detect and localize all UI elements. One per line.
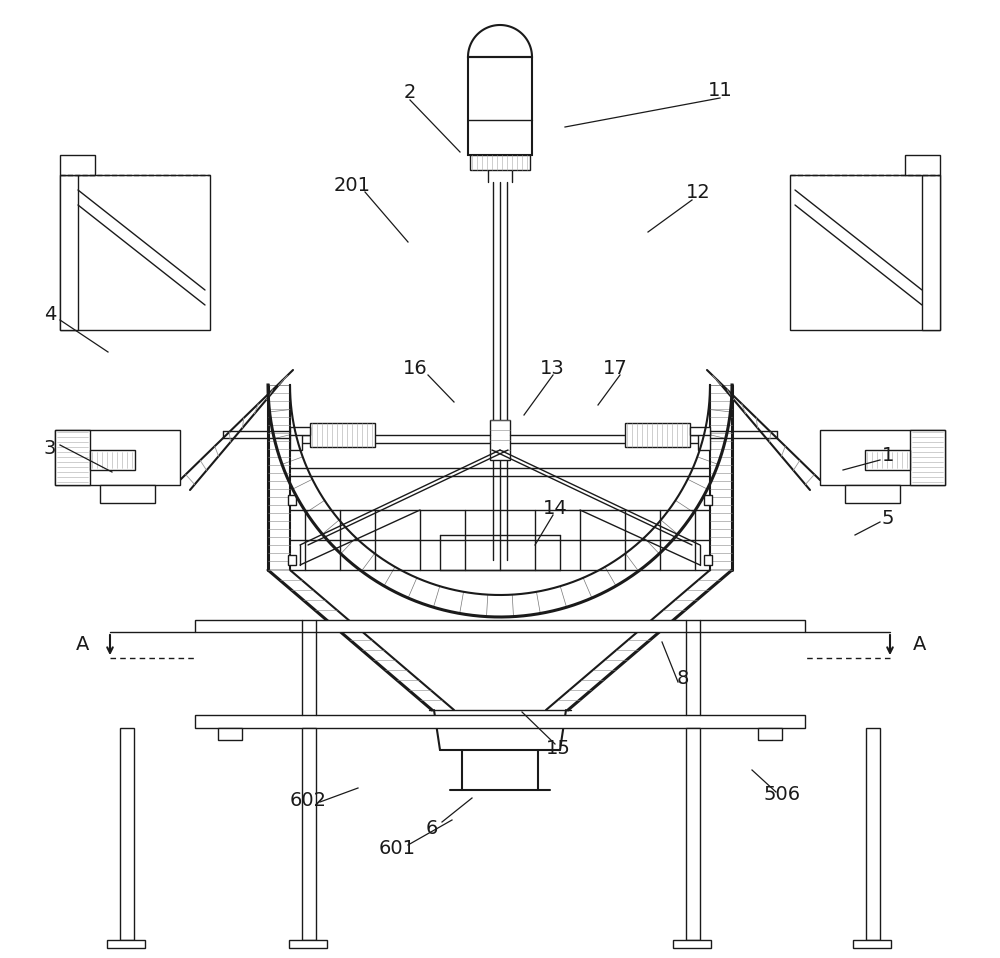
Bar <box>288 495 296 505</box>
Bar <box>302 728 316 940</box>
Text: 14: 14 <box>543 498 567 517</box>
Bar <box>120 728 134 940</box>
Bar <box>905 155 940 175</box>
Bar <box>60 155 95 175</box>
Bar <box>310 423 375 447</box>
Bar <box>490 420 510 460</box>
Bar <box>218 728 242 740</box>
Bar <box>90 450 135 470</box>
Bar <box>195 715 805 728</box>
Bar <box>910 430 945 485</box>
Text: 5: 5 <box>882 509 894 528</box>
Bar <box>55 430 90 485</box>
Text: 12: 12 <box>686 183 710 201</box>
Bar <box>686 728 700 940</box>
Bar <box>820 430 945 485</box>
Bar <box>704 495 712 505</box>
Text: 506: 506 <box>763 786 801 805</box>
Bar <box>865 450 910 470</box>
Text: A: A <box>913 634 927 653</box>
Bar <box>845 485 900 503</box>
Text: 4: 4 <box>44 306 56 325</box>
Bar <box>673 940 711 948</box>
Bar <box>853 940 891 948</box>
Text: A: A <box>76 634 90 653</box>
Bar <box>758 728 782 740</box>
Bar <box>690 427 710 435</box>
Bar <box>922 175 940 330</box>
Text: 3: 3 <box>44 439 56 458</box>
Bar <box>290 430 302 450</box>
Bar <box>866 728 880 940</box>
Bar <box>107 940 145 948</box>
Bar <box>790 175 940 330</box>
Bar <box>288 555 296 565</box>
Text: 602: 602 <box>290 790 326 810</box>
Bar <box>195 620 805 632</box>
Text: 8: 8 <box>677 669 689 688</box>
Bar <box>289 940 327 948</box>
Bar <box>704 555 712 565</box>
Bar <box>100 485 155 503</box>
Bar <box>470 155 530 170</box>
Text: 15: 15 <box>546 739 570 758</box>
Text: 201: 201 <box>334 175 370 194</box>
Bar <box>625 423 690 447</box>
Text: 601: 601 <box>378 838 416 857</box>
Bar <box>468 57 532 155</box>
Text: 11: 11 <box>708 80 732 100</box>
Bar <box>60 175 210 330</box>
Text: 6: 6 <box>426 818 438 837</box>
Bar <box>55 430 180 485</box>
Text: 17: 17 <box>603 358 627 377</box>
Text: 2: 2 <box>404 82 416 102</box>
Text: 16: 16 <box>403 358 427 377</box>
Bar <box>698 430 710 450</box>
Bar <box>60 175 78 330</box>
Text: 13: 13 <box>540 358 564 377</box>
Bar <box>290 427 310 435</box>
Text: 1: 1 <box>882 445 894 465</box>
